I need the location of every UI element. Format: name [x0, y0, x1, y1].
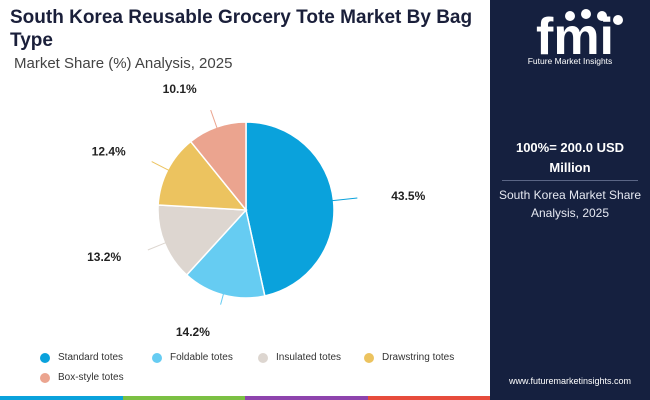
chart-title: South Korea Reusable Grocery Tote Market…: [10, 7, 473, 51]
legend-swatch: [364, 352, 374, 363]
logo-tagline: Future Market Insights: [527, 56, 613, 66]
logo-dot-2: [581, 9, 591, 19]
logo-dot-4: [613, 15, 623, 25]
legend-label: Drawstring totes: [382, 352, 455, 363]
chart-subtitle: Market Share (%) Analysis, 2025: [14, 55, 233, 72]
panel-description: South Korea Market Share Analysis, 2025: [498, 188, 642, 220]
legend-item-insulated-totes: Insulated totes: [258, 352, 341, 363]
leader-line-5: [210, 109, 218, 130]
panel-divider: [502, 180, 638, 181]
legend-label: Box-style totes: [58, 372, 124, 383]
data-label-1: 43.5%: [391, 189, 425, 203]
leader-line-4: [151, 161, 170, 172]
leader-line-1: [331, 197, 358, 202]
side-panel: fmi Future Market Insights 100%= 200.0 U…: [490, 0, 650, 400]
pie-chart: 43.5% 14.2% 13.2% 12.4% 10.1%: [87, 82, 425, 339]
bottom-bar-segment-2: [122, 396, 245, 400]
legend-label: Insulated totes: [276, 352, 342, 363]
leader-line-2: [220, 292, 225, 305]
data-label-3: 13.2%: [87, 250, 121, 264]
data-label-5: 10.1%: [163, 82, 197, 96]
bottom-bar-segment-1: [0, 396, 123, 400]
legend-item-drawstring-totes: Drawstring totes: [364, 352, 454, 363]
legend-swatch: [40, 352, 50, 363]
legend-label: Standard totes: [58, 352, 124, 363]
website-link[interactable]: www.futuremarketinsights.com: [508, 376, 632, 386]
title-block: South Korea Reusable Grocery Tote Market…: [10, 6, 490, 72]
legend-swatch: [258, 352, 268, 363]
bottom-bar-segment-3: [245, 396, 368, 400]
data-label-4: 12.4%: [92, 144, 126, 158]
legend-swatch: [152, 352, 162, 363]
bottom-color-bar: [0, 396, 490, 400]
total-value: 100%= 200.0 USD Million: [515, 140, 625, 175]
legend-swatch: [40, 372, 50, 383]
legend-item-foldable-totes: Foldable totes: [152, 352, 233, 363]
logo-dot-3: [597, 11, 607, 21]
legend-label: Foldable totes: [170, 352, 233, 363]
legend-item-standard-totes: Standard totes: [40, 352, 123, 363]
fmi-logo-icon: fmi: [536, 8, 623, 66]
logo-dot-1: [565, 11, 575, 21]
data-label-2: 14.2%: [176, 325, 210, 339]
leader-line-3: [147, 241, 167, 251]
legend-item-box-style-totes: Box-style totes: [40, 372, 124, 383]
bottom-bar-segment-4: [367, 396, 490, 400]
